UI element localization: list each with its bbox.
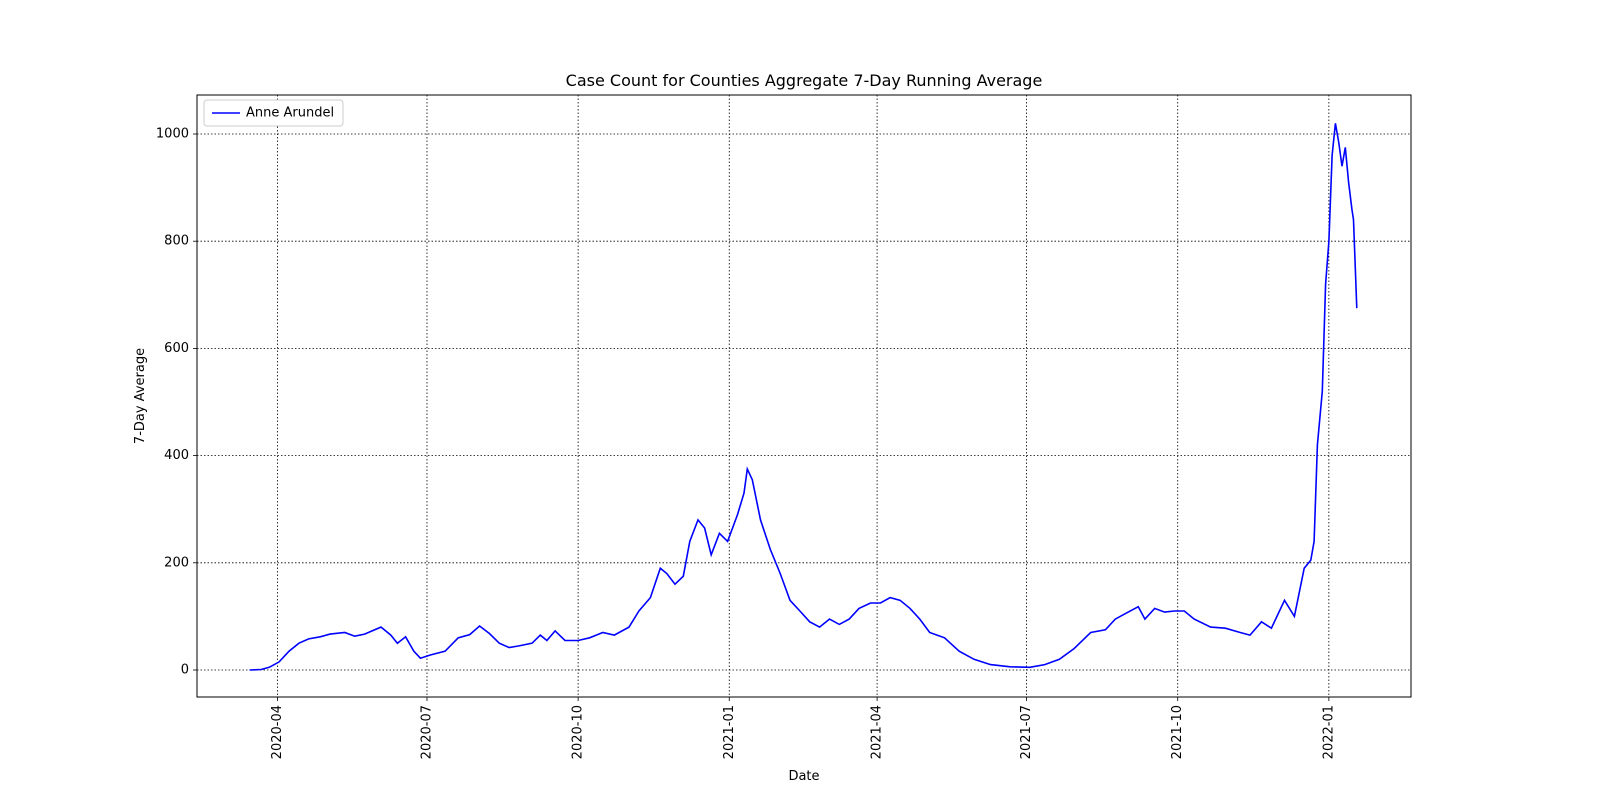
chart-title: Case Count for Counties Aggregate 7-Day …: [566, 71, 1043, 90]
y-tick-label: 800: [164, 234, 189, 249]
legend-box: [203, 99, 344, 127]
legend-label: Anne Arundel: [246, 106, 334, 121]
x-tick-label: 2020-07: [419, 705, 434, 759]
data-line: [249, 123, 1358, 671]
y-tick-label: 0: [181, 662, 189, 677]
x-tick-label: 2020-10: [571, 705, 586, 759]
y-tick-label: 200: [164, 555, 189, 570]
y-axis-label: 7-Day Average: [133, 348, 148, 444]
y-tick-label: 400: [164, 448, 189, 463]
plot-frame: [196, 94, 1412, 698]
x-tick-label: 2021-07: [1019, 705, 1034, 759]
x-tick-label: 2020-04: [270, 705, 285, 759]
y-tick-label: 1000: [156, 127, 189, 142]
x-tick-label: 2021-04: [870, 705, 885, 759]
x-tick-label: 2021-01: [722, 705, 737, 759]
x-axis-label: Date: [788, 769, 819, 784]
x-tick-label: 2022-01: [1321, 705, 1336, 759]
x-tick-label: 2021-10: [1170, 705, 1185, 759]
y-tick-label: 600: [164, 341, 189, 356]
